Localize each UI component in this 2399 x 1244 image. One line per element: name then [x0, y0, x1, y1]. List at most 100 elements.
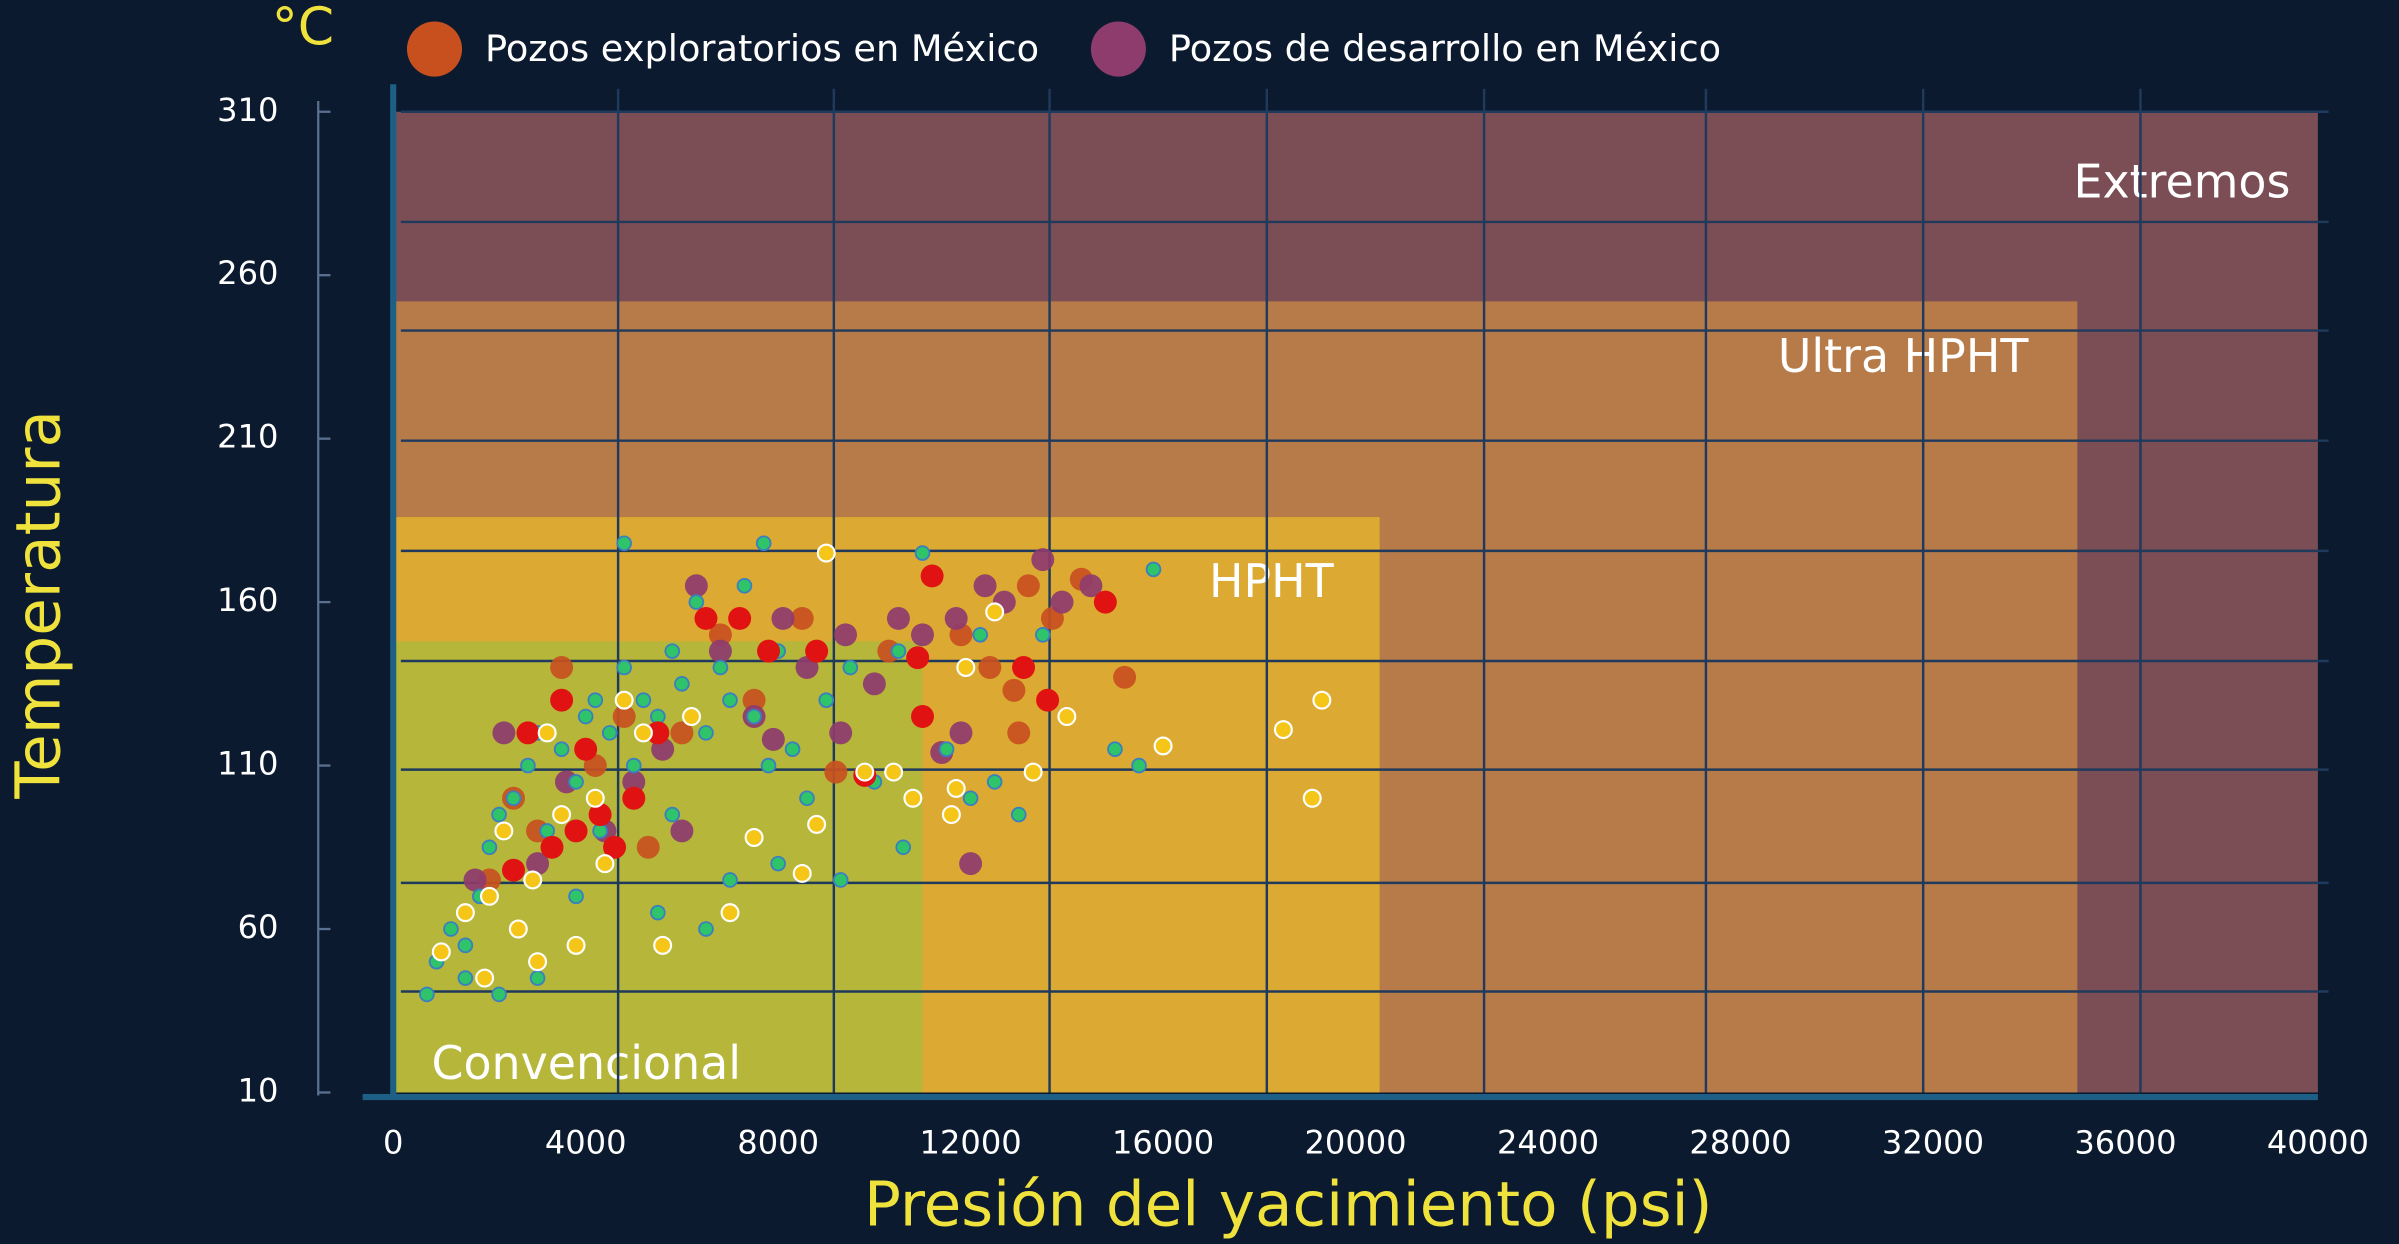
scatter-point — [941, 805, 961, 825]
scatter-point — [911, 623, 934, 647]
scatter-point — [616, 659, 632, 676]
scatter-point — [528, 952, 548, 972]
scatter-point — [568, 888, 584, 905]
scatter-point — [720, 903, 740, 923]
scatter-point — [736, 577, 753, 594]
scatter-point — [529, 970, 546, 986]
scatter-point — [946, 778, 966, 798]
scatter-point — [526, 852, 550, 876]
scatter-point — [537, 723, 557, 743]
scatter-point — [755, 535, 772, 552]
scatter-point — [650, 708, 666, 725]
region-label: Ultra HPHT — [1778, 329, 2030, 383]
scatter-point — [592, 823, 608, 839]
scatter-point — [603, 835, 627, 859]
scatter-point — [986, 774, 1003, 790]
scatter-point — [1023, 762, 1043, 782]
scatter-point — [1016, 574, 1040, 598]
scatter-point — [622, 770, 646, 794]
scatter-point — [938, 741, 955, 758]
scatter-point — [1034, 626, 1051, 643]
scatter-point — [920, 564, 944, 588]
x-tick-label: 12000 — [920, 1123, 1022, 1161]
scatter-point — [1113, 665, 1137, 689]
scatter-point — [962, 790, 979, 807]
scatter-point — [523, 870, 543, 890]
scatter-point — [566, 935, 586, 955]
scatter-point — [625, 757, 642, 774]
scatter-point — [708, 639, 732, 663]
scatter-point — [978, 656, 1002, 679]
scatter-point — [1093, 590, 1117, 614]
x-tick-label: 40000 — [2267, 1123, 2369, 1161]
scatter-point — [552, 805, 572, 825]
region-label: Extremos — [2074, 155, 2291, 209]
scatter-point — [1273, 720, 1293, 740]
scatter-point — [588, 803, 612, 827]
scatter-point — [959, 852, 983, 876]
scatter-point — [443, 921, 459, 937]
scatter-point — [742, 688, 766, 712]
scatter-point — [553, 741, 570, 758]
y-unit: °C — [272, 0, 334, 58]
scatter-point — [455, 903, 475, 923]
scatter-point — [829, 721, 853, 745]
scatter-point — [664, 806, 681, 823]
scatter-point — [1036, 688, 1060, 712]
scatter-point — [842, 659, 859, 676]
scatter-point — [903, 788, 923, 808]
scatter-point — [650, 904, 666, 921]
region-label: HPHT — [1209, 554, 1335, 608]
scatter-point — [674, 676, 690, 692]
scatter-point — [516, 721, 540, 745]
scatter-point — [653, 935, 673, 955]
scatter-point — [805, 639, 829, 663]
x-tick-label: 20000 — [1304, 1123, 1406, 1161]
scatter-point — [457, 970, 474, 986]
scatter-point — [431, 942, 451, 962]
x-tick-label: 16000 — [1112, 1123, 1214, 1161]
y-tick-label: 10 — [238, 1071, 279, 1109]
scatter-point — [761, 727, 785, 751]
scatter-point — [564, 819, 588, 843]
scatter-point — [884, 762, 904, 782]
x-tick-label: 32000 — [1882, 1123, 1984, 1161]
scatter-point — [906, 646, 930, 670]
scatter-point — [1153, 736, 1173, 756]
y-tick-label: 260 — [217, 254, 278, 292]
scatter-point — [799, 790, 815, 807]
scatter-point — [807, 814, 827, 834]
scatter-point — [491, 986, 507, 1003]
scatter-point — [1007, 721, 1031, 745]
x-axis-title: Presión del yacimiento (psi) — [864, 1169, 1712, 1240]
scatter-point — [1050, 590, 1074, 614]
scatter-point — [816, 543, 836, 563]
scatter-point — [944, 606, 968, 630]
scatter-point — [1002, 678, 1026, 702]
scatter-point — [479, 886, 499, 906]
y-tick-label: 60 — [238, 908, 279, 946]
scatter-point — [1107, 741, 1123, 758]
scatter-point — [622, 786, 646, 810]
x-tick-label: 0 — [383, 1123, 403, 1161]
scatter-point — [574, 737, 598, 761]
scatter-point — [985, 602, 1005, 622]
scatter-point — [585, 788, 605, 808]
scatter-point — [587, 692, 604, 708]
scatter-point — [886, 606, 910, 630]
scatter-point — [633, 723, 653, 743]
scatter-point — [508, 919, 528, 939]
x-tick-label: 8000 — [737, 1123, 819, 1161]
scatter-point — [1302, 788, 1322, 808]
scatter-point — [722, 692, 738, 708]
scatter-point — [684, 574, 708, 598]
scatter-point — [520, 757, 536, 774]
scatter-point — [568, 774, 584, 790]
scatter-point — [757, 639, 780, 663]
scatter-point — [790, 606, 814, 630]
scatter-point — [505, 790, 522, 807]
scatter-point — [832, 872, 849, 888]
scatter-point — [481, 839, 498, 856]
scatter-point — [862, 672, 886, 696]
scatter-point — [760, 757, 777, 774]
